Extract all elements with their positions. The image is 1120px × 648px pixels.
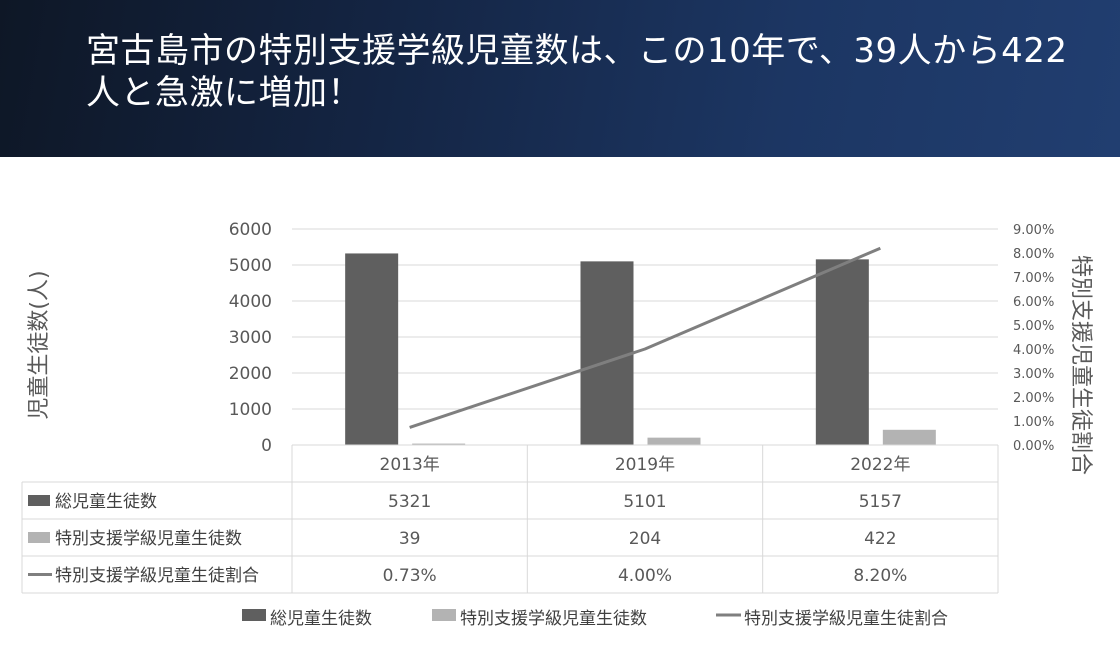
legend-key (242, 609, 266, 621)
y2-tick-label: 8.00% (1013, 247, 1054, 262)
y2-tick-label: 6.00% (1013, 295, 1054, 310)
bar-special (412, 443, 466, 445)
slide-title: 宮古島市の特別支援学級児童数は、この10年で、39人から422人と急激に増加！ (86, 31, 1068, 113)
legend-key (432, 609, 456, 621)
table-value: 422 (864, 529, 896, 549)
y2-tick-label: 7.00% (1013, 271, 1054, 286)
bar-total (580, 261, 634, 445)
y-tick-label: 4000 (229, 292, 272, 312)
y2-tick-label: 3.00% (1013, 367, 1054, 382)
combo-chart: 0 1000 2000 3000 4000 5000 6000 0.00% 1.00% 2.00%… (21, 220, 1093, 629)
table-value: 5101 (623, 492, 666, 512)
y2-tick-label: 4.00% (1013, 343, 1054, 358)
bar-total (345, 253, 399, 445)
table-value: 8.20% (853, 566, 907, 586)
y-tick-label: 6000 (229, 220, 272, 240)
legend-label: 特別支援学級児童生徒割合 (744, 609, 948, 629)
y2-tick-label: 2.00% (1013, 391, 1054, 406)
legend-label: 特別支援学級児童生徒数 (460, 609, 647, 629)
bar-special (882, 429, 936, 445)
y2-axis-title: 特別支援児童生徒割合 (1068, 255, 1093, 475)
y2-tick-label: 1.00% (1013, 415, 1054, 430)
table-value: 5321 (388, 492, 431, 512)
table-value: 204 (629, 529, 661, 549)
y-tick-label: 0 (261, 436, 272, 456)
y-tick-label: 3000 (229, 328, 272, 348)
table-series-label: 特別支援学級児童生徒割合 (55, 566, 259, 586)
table-legend-key (28, 495, 50, 506)
legend-label: 総児童生徒数 (270, 609, 372, 629)
x-category-label: 2013年 (380, 455, 440, 475)
title-banner: 宮古島市の特別支援学級児童数は、この10年で、39人から422人と急激に増加！ (0, 0, 1120, 157)
x-category-label: 2019年 (615, 455, 675, 475)
table-value: 0.73% (383, 566, 437, 586)
bar-special (647, 437, 701, 445)
x-category-label: 2022年 (850, 455, 910, 475)
ratio-line (409, 246, 881, 429)
table-value: 4.00% (618, 566, 672, 586)
y-tick-label: 5000 (229, 256, 272, 276)
y-tick-label: 1000 (229, 400, 272, 420)
table-series-label: 特別支援学級児童生徒数 (55, 529, 242, 549)
y-tick-label: 2000 (229, 364, 272, 384)
table-value: 39 (399, 529, 421, 549)
y2-tick-label: 0.00% (1013, 439, 1054, 454)
table-value: 5157 (859, 492, 902, 512)
table-legend-key (28, 532, 50, 543)
y2-tick-label: 9.00% (1013, 223, 1054, 238)
table-series-label: 総児童生徒数 (55, 492, 157, 512)
bar-total (815, 259, 869, 445)
y2-tick-label: 5.00% (1013, 319, 1054, 334)
y-axis-title: 児童生徒数(人) (27, 270, 52, 419)
